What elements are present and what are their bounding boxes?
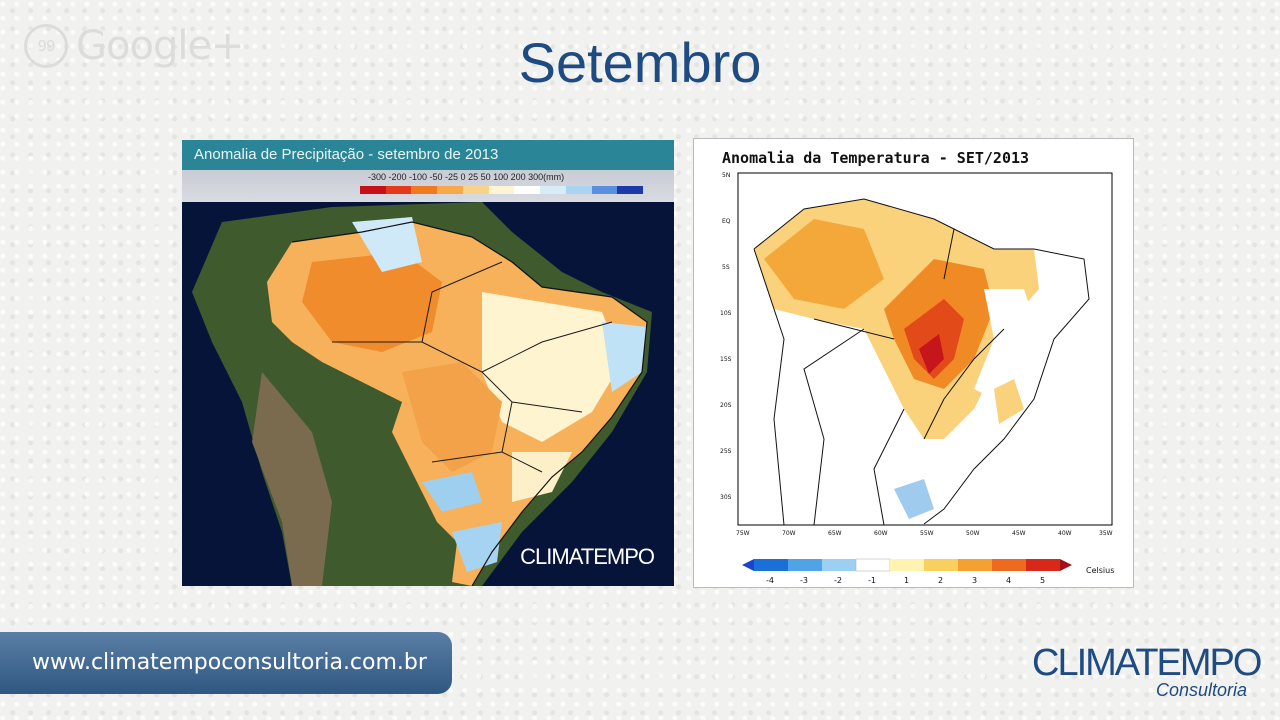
precipitation-anomaly-map: Anomalia de Precipitação - setembro de 2… xyxy=(182,140,674,586)
scale-units: Celsius xyxy=(1086,566,1114,575)
scale-label: 1 xyxy=(904,576,909,585)
lat-label: EQ xyxy=(722,218,731,225)
scale-label: 5 xyxy=(1040,576,1045,585)
temperature-map-header: Anomalia da Temperatura - SET/2013 xyxy=(722,149,1030,167)
climatempo-logo-subtitle: Consultoria xyxy=(1156,680,1248,700)
lon-label: 55W xyxy=(920,530,934,537)
lat-label: 5S xyxy=(722,264,730,271)
lat-label: 25S xyxy=(720,448,732,455)
google-plus-logo: Google+ xyxy=(76,23,245,69)
lat-label: 15S xyxy=(720,356,732,363)
scale-label: -2 xyxy=(834,576,842,585)
website-url[interactable]: www.climatempoconsultoria.com.br xyxy=(0,632,452,694)
scale-label: 4 xyxy=(1006,576,1011,585)
lon-label: 60W xyxy=(874,530,888,537)
lon-labels: 75W 70W 65W 60W 55W 50W 45W 40W 35W xyxy=(736,530,1113,537)
lat-label: 10S xyxy=(720,310,732,317)
google-plus-overlay: 99 Google+ xyxy=(24,22,245,70)
precipitation-map-header: Anomalia de Precipitação - setembro de 2… xyxy=(182,140,674,170)
temperature-scale-labels: -4 -3 -2 -1 1 2 3 4 5 Celsius xyxy=(766,566,1114,585)
hangout-badge-icon: 99 xyxy=(24,24,68,68)
lon-label: 50W xyxy=(966,530,980,537)
scale-label: 3 xyxy=(972,576,977,585)
lon-label: 45W xyxy=(1012,530,1026,537)
scale-label: -4 xyxy=(766,576,774,585)
lat-label: 20S xyxy=(720,402,732,409)
scale-label: -1 xyxy=(868,576,876,585)
precipitation-color-scale xyxy=(360,186,644,194)
precipitation-legend: -300 -200 -100 -50 -25 0 25 50 100 200 3… xyxy=(182,170,674,202)
climatempo-logo: CLIMATEMPO xyxy=(1032,642,1262,684)
lon-label: 65W xyxy=(828,530,842,537)
slide-title: Setembro xyxy=(518,31,762,94)
lon-label: 70W xyxy=(782,530,796,537)
climatempo-watermark: CLIMATEMPO xyxy=(520,544,655,569)
lon-label: 75W xyxy=(736,530,750,537)
temperature-anomaly-map: -4 -3 -2 -1 1 2 3 4 5 Celsius 5N EQ 5S 1… xyxy=(693,138,1134,588)
lat-label: 30S xyxy=(720,494,732,501)
scale-label: -3 xyxy=(800,576,808,585)
precipitation-map-graphic xyxy=(182,202,674,586)
lat-label: 5N xyxy=(722,172,730,179)
lon-label: 40W xyxy=(1058,530,1072,537)
scale-label: 2 xyxy=(938,576,943,585)
lon-label: 35W xyxy=(1099,530,1113,537)
precipitation-legend-labels: -300 -200 -100 -50 -25 0 25 50 100 200 3… xyxy=(368,172,565,182)
temperature-map-graphic: -4 -3 -2 -1 1 2 3 4 5 Celsius 5N EQ 5S 1… xyxy=(720,172,1114,585)
lat-labels: 5N EQ 5S 10S 15S 20S 25S 30S xyxy=(720,172,732,501)
